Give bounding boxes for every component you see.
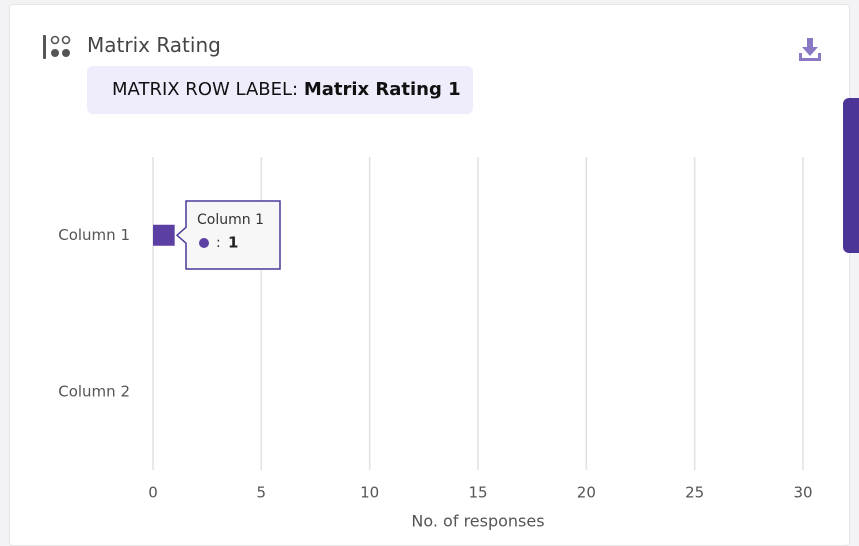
tooltip: Column 1: 1 [175, 200, 281, 270]
x-tick-label: 10 [360, 484, 379, 502]
x-tick-label: 0 [148, 484, 158, 502]
x-tick-label: 25 [685, 484, 704, 502]
row-label-value: Matrix Rating 1 [303, 79, 461, 100]
page: {"header": {"title": "Matrix Rating", "r… [9, 4, 859, 546]
x-axis-title: No. of responses [411, 512, 544, 531]
row-label-prefix: MATRIX ROW LABEL: [112, 79, 299, 100]
tooltip-value: 1 [228, 234, 238, 252]
x-tick-label: 30 [793, 484, 812, 502]
tooltip-title: Column 1 [197, 212, 264, 228]
tooltip-swatch [199, 238, 209, 248]
widget-title: Matrix Rating [87, 33, 221, 57]
tooltip-box [175, 200, 281, 270]
x-tick-label: 15 [468, 484, 487, 502]
row-label-chip: MATRIX ROW LABEL: Matrix Rating 1 [87, 66, 473, 114]
x-tick-label: 20 [577, 484, 596, 502]
y-tick-label: Column 2 [58, 382, 130, 400]
matrix-icon [43, 35, 71, 59]
tooltip-separator: : [216, 235, 221, 251]
y-tick-label: Column 1 [58, 226, 130, 244]
x-tick-label: 5 [257, 484, 267, 502]
side-tab[interactable] [843, 98, 859, 253]
bar [153, 224, 175, 246]
download-icon[interactable] [799, 38, 821, 61]
